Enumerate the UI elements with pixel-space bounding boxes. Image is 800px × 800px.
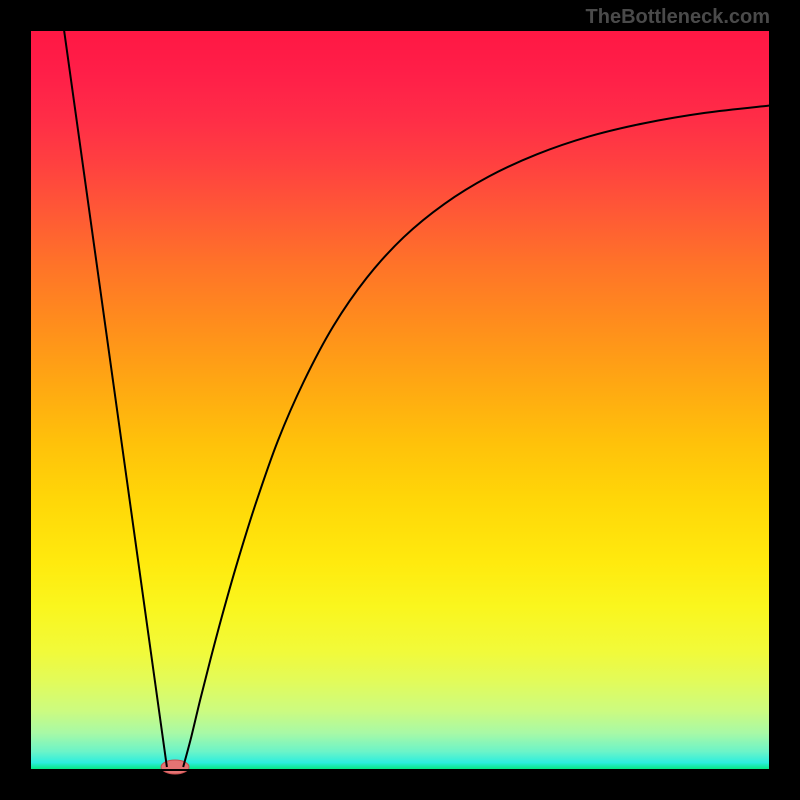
watermark-text: TheBottleneck.com (586, 6, 770, 29)
bottleneck-chart: TheBottleneck.com (0, 0, 800, 800)
chart-svg (0, 0, 800, 800)
